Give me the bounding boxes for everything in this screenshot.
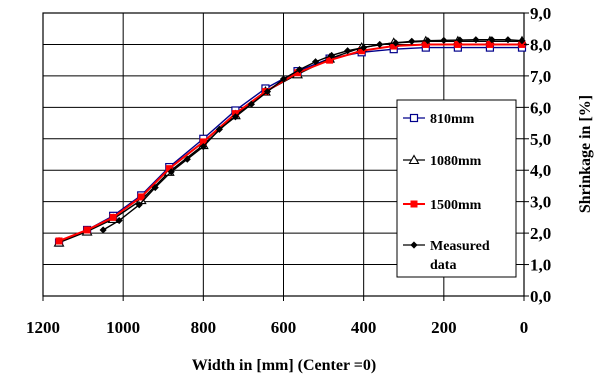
series-2-point-0 [55, 237, 63, 245]
series-3-point-17 [376, 40, 384, 49]
x-tick-label-5: 200 [431, 318, 457, 337]
series-3-point-10 [263, 88, 272, 96]
series-3-point-16 [360, 44, 368, 52]
series-3-point-21 [440, 36, 448, 44]
legend-marker-1 [408, 154, 420, 165]
legend-label-3-line-1: data [430, 258, 456, 273]
series-3-point-9 [247, 100, 255, 108]
series-3-point-25 [504, 36, 512, 44]
series-3-point-11 [279, 75, 288, 83]
x-axis-ticks: 1200 1000 800 600 400 200 0 [26, 296, 528, 337]
series-3-point-18 [392, 39, 400, 47]
series-2-point-3 [137, 193, 145, 201]
legend-marker-3 [410, 241, 418, 249]
series-2-point-1 [83, 226, 91, 234]
series-3-point-8 [231, 113, 239, 121]
series-3-point-15 [344, 47, 352, 55]
legend-label-3-line-0: Measured [430, 239, 490, 254]
x-tick-label-6: 0 [520, 318, 529, 337]
y-axis-title: Shrinkage in [%] [577, 95, 594, 213]
series-line-2 [58, 43, 522, 242]
legend-label-0: 810mm [430, 112, 475, 127]
y-tick-label-8: 8,0 [530, 35, 551, 54]
series-3-point-6 [199, 143, 207, 151]
series-3-point-14 [328, 51, 336, 60]
legend-marker-2 [410, 200, 418, 208]
series-2-point-9 [326, 56, 334, 64]
series-3-point-7 [215, 125, 223, 133]
series-3 [99, 36, 526, 234]
series-layer [53, 35, 528, 247]
y-tick-label-0: 0,0 [530, 287, 551, 306]
x-axis-title: Width in [mm] (Center =0) [192, 357, 377, 374]
legend-marker-0 [409, 113, 419, 123]
legend-label-2: 1500mm [430, 198, 482, 213]
series-3-point-3 [151, 183, 159, 192]
series-2-point-2 [109, 213, 117, 221]
legend: 810mm 1080mm 1500mm Measured data [396, 99, 517, 278]
series-3-point-12 [295, 66, 304, 74]
y-tick-label-4: 4,0 [530, 161, 551, 180]
series-3-point-24 [488, 36, 496, 44]
series-3-point-23 [472, 36, 480, 44]
series-3-point-26 [518, 37, 526, 45]
series-3-point-20 [424, 37, 432, 45]
y-tick-label-3: 3,0 [530, 193, 551, 212]
series-3-point-19 [408, 37, 416, 45]
series-3-point-13 [312, 58, 320, 66]
series-2-point-14 [486, 40, 494, 48]
series-3-point-4 [167, 168, 175, 176]
y-tick-label-6: 6,0 [530, 98, 551, 117]
legend-label-1: 1080mm [430, 154, 482, 169]
series-3-point-5 [183, 155, 191, 163]
x-tick-label-4: 400 [351, 318, 377, 337]
series-3-point-0 [99, 226, 107, 234]
x-tick-label-1: 1000 [106, 318, 140, 337]
y-tick-label-7: 7,0 [530, 67, 551, 86]
x-tick-label-2: 800 [191, 318, 217, 337]
y-tick-label-5: 5,0 [530, 130, 551, 149]
y-tick-label-1: 1,0 [530, 256, 551, 275]
x-tick-label-0: 1200 [26, 318, 60, 337]
y-axis-ticks: 0,0 1,0 2,0 3,0 4,0 5,0 6,0 7,0 8,0 9,0 [524, 4, 551, 306]
series-3-point-2 [135, 201, 143, 209]
series-3-point-1 [115, 216, 123, 225]
x-tick-label-3: 600 [271, 318, 297, 337]
y-tick-label-9: 9,0 [530, 4, 551, 23]
y-tick-label-2: 2,0 [530, 224, 551, 243]
series-3-point-22 [456, 36, 464, 44]
legend-box [396, 99, 517, 278]
